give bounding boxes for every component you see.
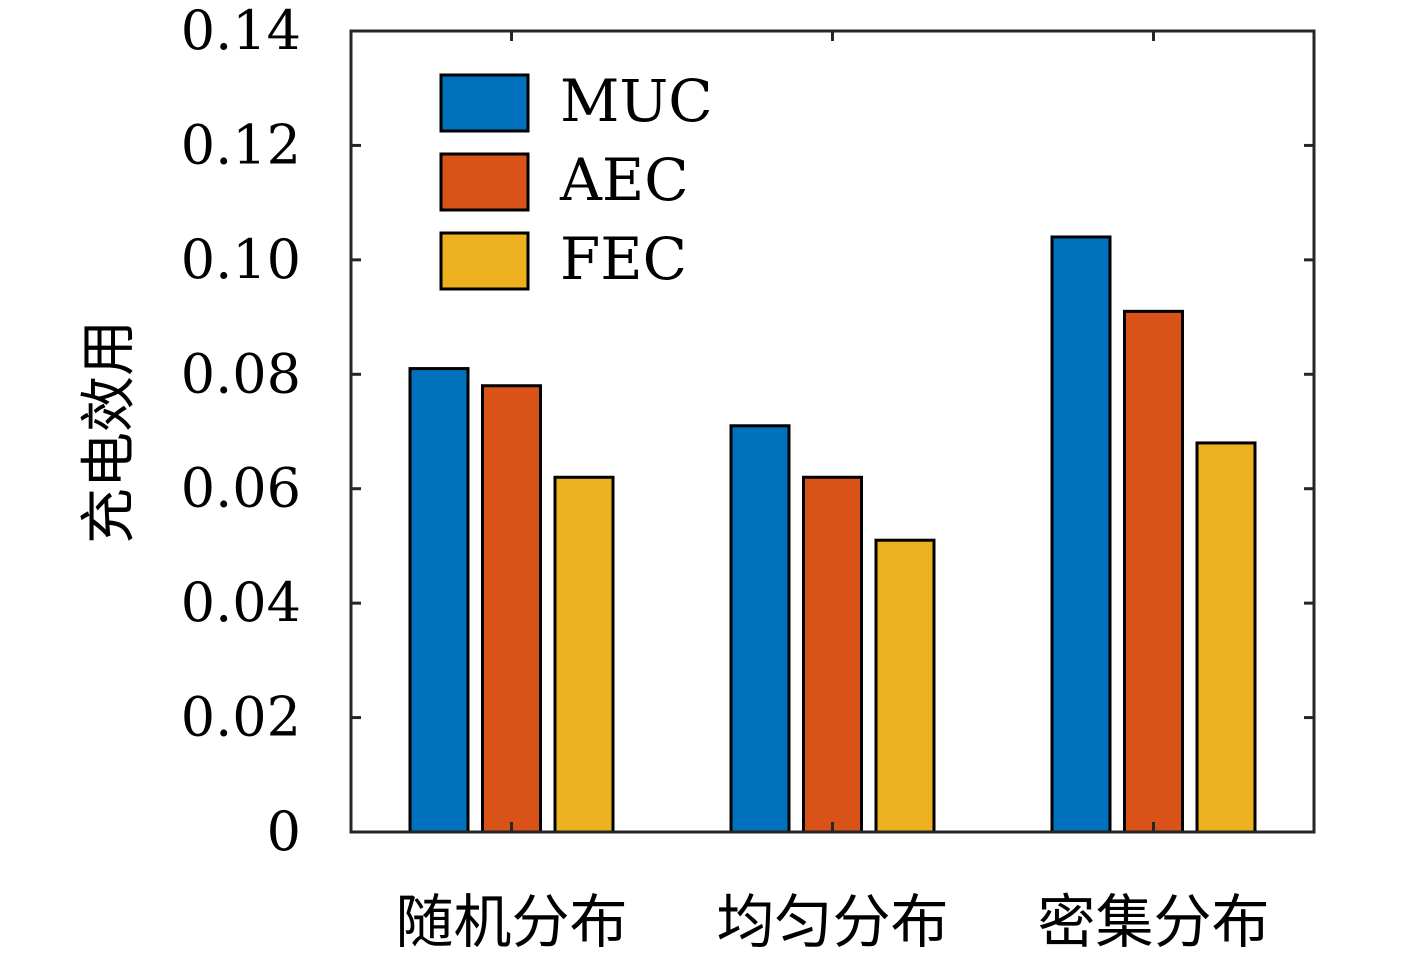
bar-fec <box>1195 441 1257 834</box>
category-label: 均匀分布 <box>716 888 948 956</box>
legend-label: AEC <box>559 146 689 214</box>
y-tick-label: 0.02 <box>181 686 301 749</box>
y-tick-label: 0 <box>267 800 301 863</box>
y-tick-label: 0.10 <box>181 228 301 291</box>
bar-aec <box>802 475 863 834</box>
category-labels: 随机分布 均匀分布 密集分布 <box>395 31 1270 956</box>
y-tick-label: 0.06 <box>181 457 301 520</box>
bar-aec <box>1123 309 1184 834</box>
bar-fec <box>874 538 936 834</box>
y-tick-labels: 0 0.02 0.04 0.06 0.08 0.10 0.12 0.14 <box>181 0 1314 863</box>
bar-muc <box>408 367 470 834</box>
y-tick-label: 0.12 <box>181 113 301 176</box>
bar-aec <box>481 384 542 834</box>
legend-label: MUC <box>560 67 713 135</box>
bar-muc <box>1050 235 1112 834</box>
bars <box>408 235 1257 834</box>
legend-label: FEC <box>560 225 687 293</box>
bar-muc <box>729 424 791 834</box>
category-label: 随机分布 <box>395 888 627 956</box>
legend: MUC AEC FEC <box>439 67 713 293</box>
y-tick-label: 0.04 <box>181 571 301 634</box>
legend-swatch-aec <box>439 152 530 212</box>
legend-swatch-muc <box>439 73 530 133</box>
y-tick-label: 0.08 <box>181 342 301 405</box>
y-axis-title: 充电效用 <box>77 320 142 544</box>
y-tick-label: 0.14 <box>181 0 301 62</box>
bar-fec <box>553 475 615 834</box>
plot-frame <box>349 29 1316 834</box>
category-label: 密集分布 <box>1037 888 1269 956</box>
legend-swatch-fec <box>439 231 530 291</box>
